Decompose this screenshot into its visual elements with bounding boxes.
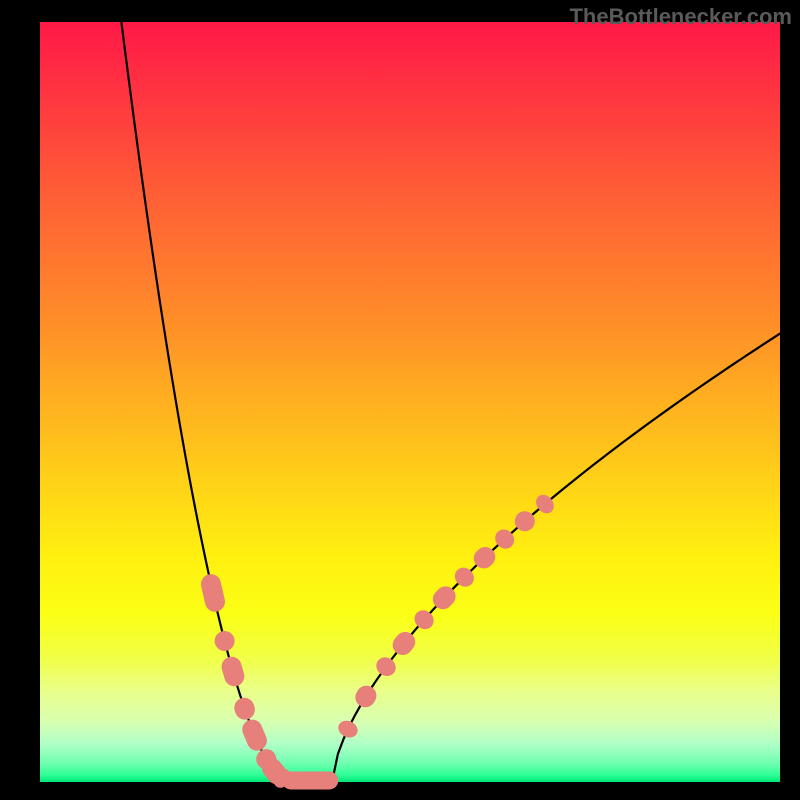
watermark-text: TheBottlenecker.com xyxy=(569,4,792,30)
plot-area xyxy=(40,22,780,782)
chart-svg xyxy=(0,0,800,800)
bead xyxy=(282,771,338,789)
chart-stage: TheBottlenecker.com xyxy=(0,0,800,800)
